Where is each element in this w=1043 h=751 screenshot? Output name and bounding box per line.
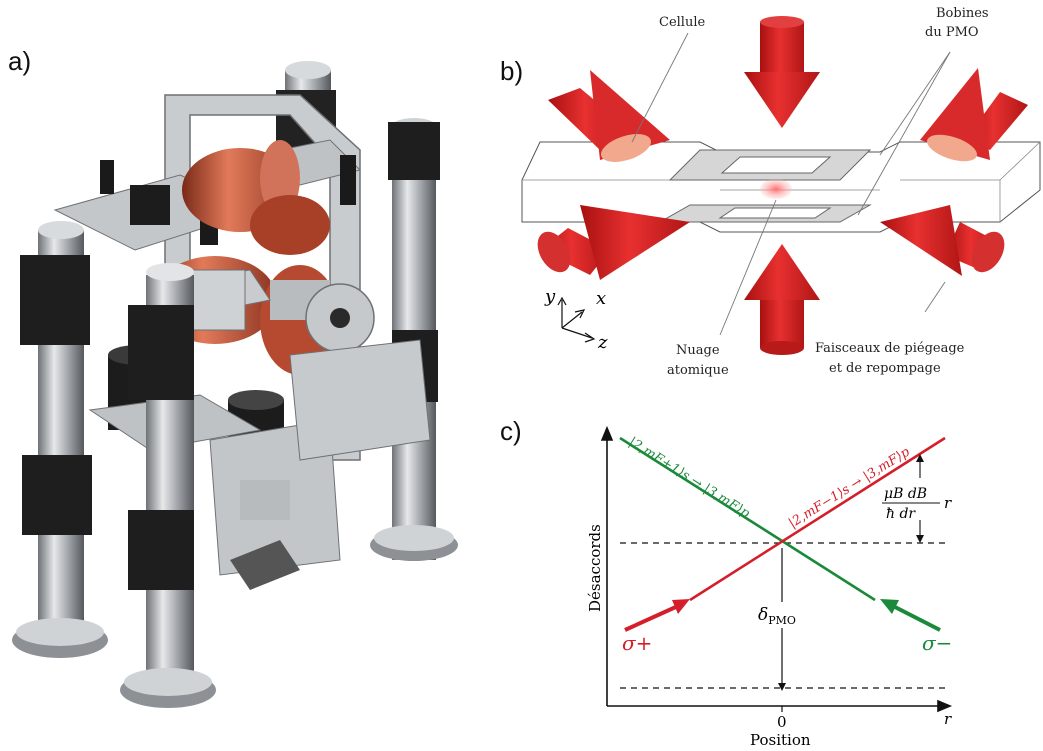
x-tick-zero-label: 0: [777, 713, 787, 731]
y-axis-label: Désaccords: [586, 524, 604, 612]
y-axis-arrowhead: [600, 425, 614, 441]
beam-upper-left: [548, 70, 670, 162]
label-cellule: Cellule: [659, 15, 705, 30]
axis-y-label: y: [544, 286, 556, 307]
beam-bottom: [744, 244, 820, 355]
label-faisceaux-line1: Faisceaux de piégeage: [815, 341, 965, 356]
panel-a-letter: a): [8, 46, 31, 76]
leader-lines: [631, 32, 951, 336]
svg-text:r: r: [944, 494, 952, 512]
label-nuage-line1: Nuage: [676, 343, 720, 358]
sigma-minus-label: σ−: [922, 631, 952, 655]
atomic-cloud: [760, 179, 792, 199]
panel-b-letter: b): [500, 56, 523, 86]
mot-coils: [658, 149, 872, 223]
label-bobines-line2: du PMO: [925, 25, 979, 40]
sigma-plus-arrow: [624, 604, 679, 632]
beam-lower-right: [880, 205, 1005, 276]
axis-x-label: x: [596, 288, 606, 309]
x-axis-label: Position: [750, 731, 811, 749]
green-transition-label: |2,mF+1⟩s → |3,mF⟩p: [626, 435, 753, 522]
beam-lower-left: [537, 205, 690, 280]
beam-upper-right: [920, 68, 1028, 162]
sigma-plus-label: σ+: [622, 631, 652, 655]
panel-c-letter: c): [500, 416, 522, 446]
label-bobines-line1: Bobines: [936, 6, 989, 21]
sigma-minus-arrowhead: [880, 599, 899, 614]
vacuum-apparatus-illustration: [12, 61, 458, 708]
detuning-delta: δPMO: [758, 605, 796, 627]
green-transition-line: [619, 436, 876, 602]
coordinate-axes: [557, 296, 596, 343]
x-axis-symbol: r: [944, 710, 952, 728]
label-faisceaux-line2: et de repompage: [829, 361, 941, 376]
panel-a: a): [8, 46, 458, 708]
x-axis-arrowhead: [937, 699, 953, 713]
axis-z-label: z: [597, 332, 608, 353]
detuning-arrowhead: [778, 683, 786, 691]
beam-top: [744, 16, 820, 128]
svg-text:ħ dr: ħ dr: [886, 506, 916, 522]
panel-c: c) r 0 Position Désaccords δPMO μB dB: [500, 416, 952, 749]
label-nuage-line2: atomique: [667, 363, 729, 378]
zeeman-shift-label: μB dB ħ dr r: [882, 486, 952, 522]
panel-b: b): [500, 6, 1041, 378]
svg-text:μB dB: μB dB: [884, 486, 927, 502]
red-transition-line: [689, 436, 946, 602]
sigma-minus-arrow: [892, 604, 941, 632]
sigma-plus-arrowhead: [672, 599, 690, 614]
